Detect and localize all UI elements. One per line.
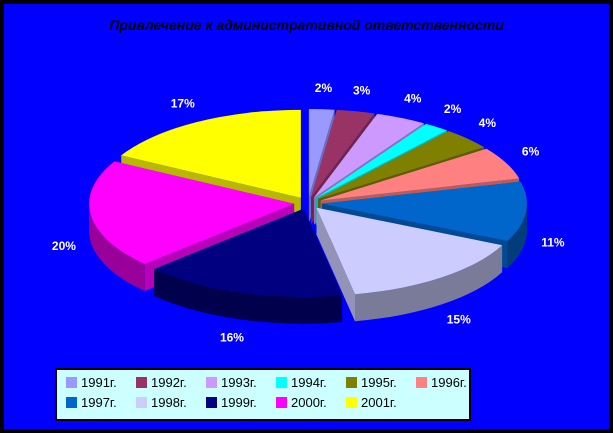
legend-swatch-icon [206,377,217,388]
pie-slice-1991г. [308,109,335,198]
legend-item-1996: 1996г. [416,375,486,390]
legend-item-1997: 1997г. [66,395,136,410]
pie-label-2001г.: 17% [171,96,195,110]
legend-swatch-icon [416,377,427,388]
pie-slice-wall [507,203,527,269]
legend-swatch-icon [276,377,287,388]
legend-item-1999: 1999г. [206,395,276,410]
legend-item-2001: 2001г. [346,395,416,410]
pie-label-1998г.: 15% [447,313,471,327]
legend-label: 1993г. [221,375,257,390]
legend-item-1998: 1998г. [136,395,206,410]
pie-label-1997г.: 11% [541,235,565,249]
pie-slice-side [316,207,355,322]
legend-label: 1996г. [431,375,467,390]
pie-slice-1998г. [316,207,503,295]
legend-label: 1991г. [81,375,117,390]
pie-slice-2001г. [121,109,301,198]
pie-slice-1994г. [316,123,447,199]
pie-slice-wall [154,268,343,324]
legend-swatch-icon [276,397,287,408]
pie-label-1995г.: 4% [479,116,497,130]
legend-label: 1998г. [151,395,187,410]
pie-label-1999г.: 16% [220,331,244,345]
pie-slice-1999г. [154,208,343,297]
pie-label-1992г.: 3% [353,84,371,98]
legend-row-2: 1997г. 1998г. 1999г. 2000г. 2001г. [57,395,469,410]
pie-slice-1995г. [318,131,485,199]
legend-label: 2000г. [291,395,327,410]
legend-label: 1995г. [361,375,397,390]
pie-slice-wall [354,245,503,322]
pie-label-2000г.: 20% [52,239,76,253]
pie-slice-2000г. [89,161,295,264]
pie-slice-wall [89,203,145,291]
legend-swatch-icon [206,397,217,408]
pie-slice-1996г. [320,148,520,201]
legend-item-1993: 1993г. [206,375,276,390]
legend-label: 1992г. [151,375,187,390]
legend: 1991г. 1992г. 1993г. 1994г. 1995г. 1996г. 1997… [55,368,471,421]
legend-item-1992: 1992г. [136,375,206,390]
legend-swatch-icon [66,377,77,388]
legend-swatch-icon [136,377,147,388]
pie-label-1993г.: 4% [404,92,422,106]
pie-label-1994г.: 2% [444,102,462,116]
pie-slice-1993г. [313,113,424,198]
pie-slice-1997г. [321,181,527,242]
legend-swatch-icon [66,397,77,408]
legend-label: 1994г. [291,375,327,390]
pie-slice-1992г. [311,109,375,198]
legend-row-1: 1991г. 1992г. 1993г. 1994г. 1995г. 1996г. [57,375,469,390]
pie-label-1996г.: 6% [522,145,540,159]
legend-label: 1997г. [81,395,117,410]
chart-title: Привлечение к административной ответстве… [109,17,504,33]
legend-item-2000: 2000г. [276,395,346,410]
legend-item-1995: 1995г. [346,375,416,390]
legend-item-1991: 1991г. [66,375,136,390]
pie-chart: 2% 3% 4% 2% 4% 6% 11% 15% 16% 20% 17% [52,81,565,345]
legend-label: 1999г. [221,395,257,410]
pie-label-1991г.: 2% [315,81,333,95]
legend-label: 2001г. [361,395,397,410]
legend-swatch-icon [346,397,357,408]
legend-item-1994: 1994г. [276,375,346,390]
legend-swatch-icon [346,377,357,388]
legend-swatch-icon [136,397,147,408]
